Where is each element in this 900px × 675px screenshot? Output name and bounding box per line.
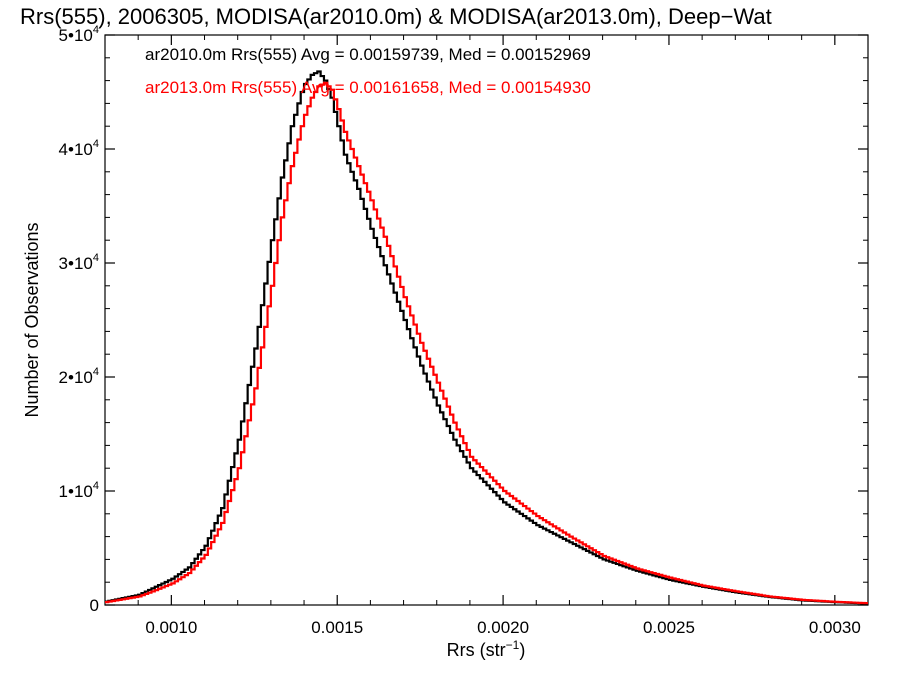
y-axis-label: Number of Observations (22, 222, 42, 417)
y-tick-label-exp: 4 (93, 252, 99, 264)
y-tick-label: 4•104 (59, 138, 99, 159)
chart-title: Rrs(555), 2006305, MODISA(ar2010.0m) & M… (20, 4, 772, 29)
y-tick-label-base: 1•10 (59, 482, 93, 501)
y-tick-label-exp: 4 (93, 24, 99, 36)
y-tick-label-exp: 4 (93, 480, 99, 492)
x-axis-label-end: ) (519, 640, 525, 660)
y-tick-label: 1•104 (59, 480, 99, 501)
x-tick-label: 0.0010 (145, 618, 197, 637)
y-tick-label-base: 0 (90, 596, 99, 615)
series-layer (105, 70, 868, 605)
y-tick-label-base: 3•10 (59, 254, 93, 273)
x-tick-label: 0.0020 (477, 618, 529, 637)
plot-frame (104, 34, 869, 606)
y-tick-label-base: 4•10 (59, 140, 93, 159)
y-tick-label-exp: 4 (93, 138, 99, 150)
y-tick-label-base: 2•10 (59, 368, 93, 387)
x-axis-label: Rrs (str−1) (447, 638, 526, 660)
x-tick-label: 0.0030 (809, 618, 861, 637)
annotation-series-2: ar2013.0m Rrs(555) Avg = 0.00161658, Med… (145, 78, 591, 97)
x-axis-label-sup: −1 (506, 638, 520, 652)
x-tick-label: 0.0015 (311, 618, 363, 637)
y-tick-label: 5•104 (59, 24, 99, 45)
y-tick-label: 3•104 (59, 252, 99, 273)
plot-border (104, 34, 869, 606)
series-line-2 (105, 81, 868, 605)
y-tick-label-exp: 4 (93, 366, 99, 378)
x-tick-label: 0.0025 (643, 618, 695, 637)
y-tick-label: 0 (90, 596, 99, 615)
annotation-series-1: ar2010.0m Rrs(555) Avg = 0.00159739, Med… (145, 45, 591, 64)
y-tick-label-base: 5•10 (59, 26, 93, 45)
series-line-1 (105, 70, 868, 605)
x-axis-label-text: Rrs (str (447, 640, 506, 660)
y-tick-label: 2•104 (59, 366, 99, 387)
x-axis: 0.0010 0.0015 0.0020 0.0025 0.0030 (104, 35, 869, 637)
